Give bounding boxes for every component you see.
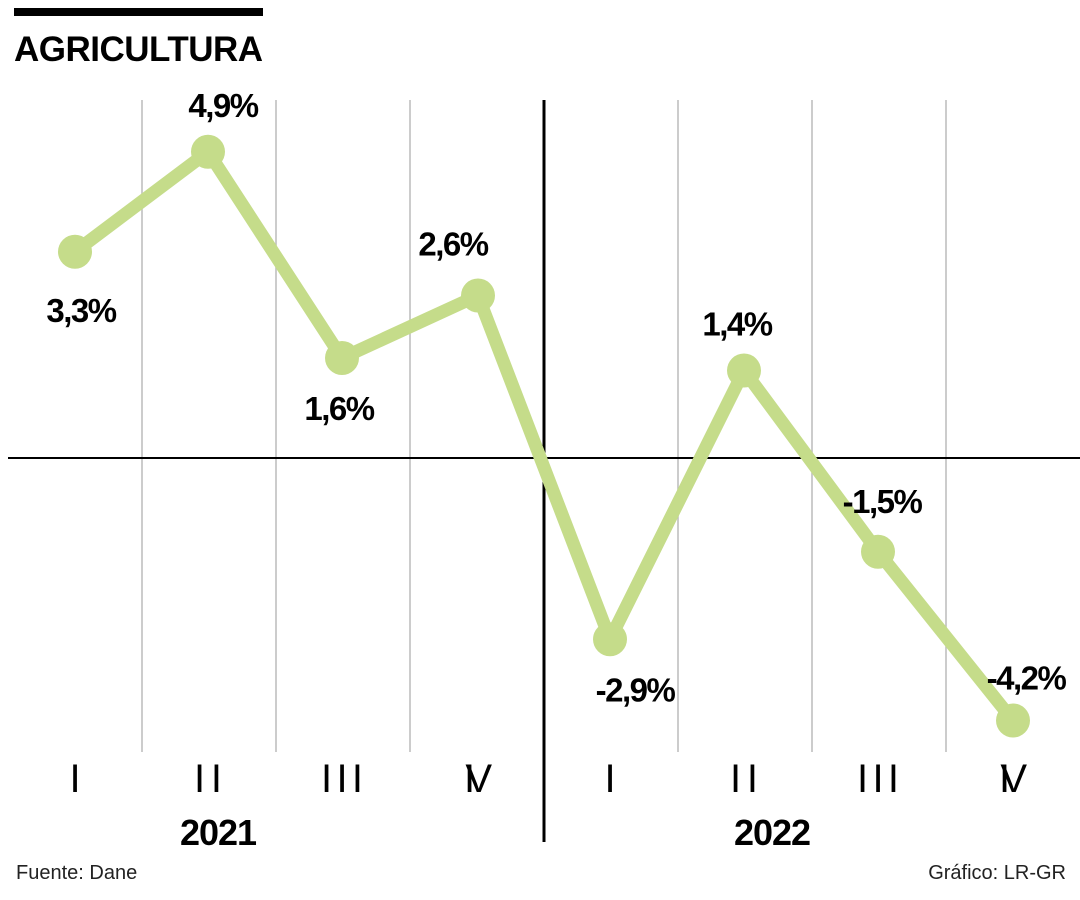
data-label: 1,4% [702,306,772,343]
x-axis-quarter-labels: I II III IV I II III IV [69,757,1027,801]
graphic-credit: Gráfico: LR-GR [928,862,1066,884]
data-label: 2,6% [418,226,488,263]
data-label: -2,9% [596,671,676,708]
source-note: Fuente: Dane [16,862,138,884]
chart-title: AGRICULTURA [14,30,263,69]
data-point [461,278,495,313]
vertical-gridlines [141,100,947,752]
quarter-label: IV [999,757,1027,801]
year-label-2022: 2022 [734,812,810,853]
quarter-label: I [604,757,615,801]
data-point [727,353,761,388]
quarter-label: II [730,757,758,801]
data-point [996,703,1030,738]
data-points [58,134,1030,738]
quarter-label: II [194,757,222,801]
year-label-2021: 2021 [180,812,257,853]
data-point [58,234,92,269]
quarter-label: III [857,757,899,801]
data-label: 1,6% [304,390,374,427]
data-label: 3,3% [46,292,116,329]
quarter-label: IV [464,757,492,801]
series-line-agricultura [71,142,1019,725]
quarter-label: III [321,757,363,801]
data-label: 4,9% [188,87,258,124]
data-labels: 3,3% 4,9% 1,6% 2,6% -2,9% 1,4% -1,5% -4,2% [46,87,1068,709]
data-label: -4,2% [987,660,1067,697]
quarter-label: I [69,757,80,801]
data-point [861,534,895,569]
data-point [325,341,359,375]
title-accent-bar [14,8,263,16]
data-point [191,134,225,169]
data-label: -1,5% [843,483,923,520]
data-point [593,622,627,657]
